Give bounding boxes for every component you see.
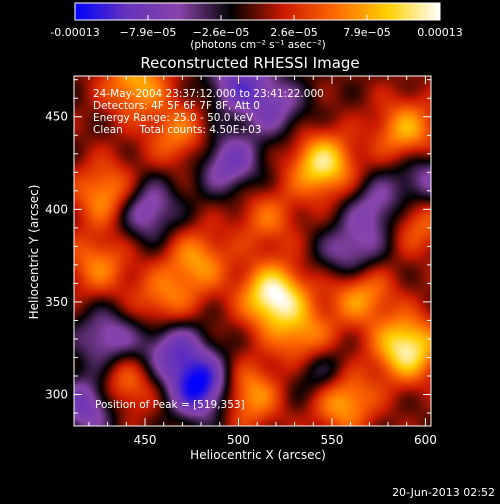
colorbar-gradient [74, 2, 441, 21]
colorbar-tick-label: 7.9e−05 [343, 26, 390, 39]
heatmap-image [74, 76, 431, 426]
y-tick-label: 450 [45, 110, 68, 124]
y-tick-label: 350 [45, 295, 68, 309]
x-tick-label: 450 [134, 433, 157, 447]
annotation-detectors: Detectors: 4F 5F 6F 7F 8F, Att 0 [93, 100, 260, 112]
annotation-time-range: 24-May-2004 23:37:12.000 to 23:41:22.000 [93, 88, 324, 100]
x-tick-label: 500 [227, 433, 250, 447]
render-timestamp: 20-Jun-2013 02:52 [392, 486, 495, 499]
axes: 450 500 550 600 300 350 400 450 [45, 76, 437, 447]
colorbar-tick-label: −2.6e−05 [193, 26, 250, 39]
colorbar-tick-label: −7.9e−05 [120, 26, 177, 39]
colorbar-unit-label: (photons cm⁻² s⁻¹ asec⁻²) [190, 39, 325, 51]
y-tick-label: 400 [45, 202, 68, 216]
chart-title: Reconstructed RHESSI Image [140, 54, 359, 72]
observation-annotations: 24-May-2004 23:37:12.000 to 23:41:22.000… [93, 88, 324, 136]
annotation-total-counts: Clean Total counts: 4.50E+03 [93, 124, 262, 136]
x-axis-label: Heliocentric X (arcsec) [190, 448, 326, 462]
colorbar-tick-label: -0.00013 [50, 26, 99, 39]
x-tick-label: 600 [414, 433, 437, 447]
y-tick-label: 300 [45, 388, 68, 402]
colorbar-tick-labels: -0.00013 −7.9e−05 −2.6e−05 2.6e−05 7.9e−05 0.… [50, 26, 462, 39]
colorbar-tick-label: 0.00013 [417, 26, 463, 39]
y-axis-label: Heliocentric Y (arcsec) [27, 185, 41, 320]
colorbar-tick-label: 2.6e−05 [270, 26, 317, 39]
peak-position-label: Position of Peak = [519,353] [95, 399, 245, 411]
plot-frame [73, 75, 432, 427]
annotation-energy-range: Energy Range: 25.0 - 50.0 keV [93, 112, 254, 124]
colorbar-ticks [74, 15, 441, 20]
x-tick-label: 550 [320, 433, 343, 447]
colorbar: -0.00013 −7.9e−05 −2.6e−05 2.6e−05 7.9e−05 0.… [50, 2, 463, 51]
plot-area: 450 500 550 600 300 350 400 450 [45, 75, 437, 447]
